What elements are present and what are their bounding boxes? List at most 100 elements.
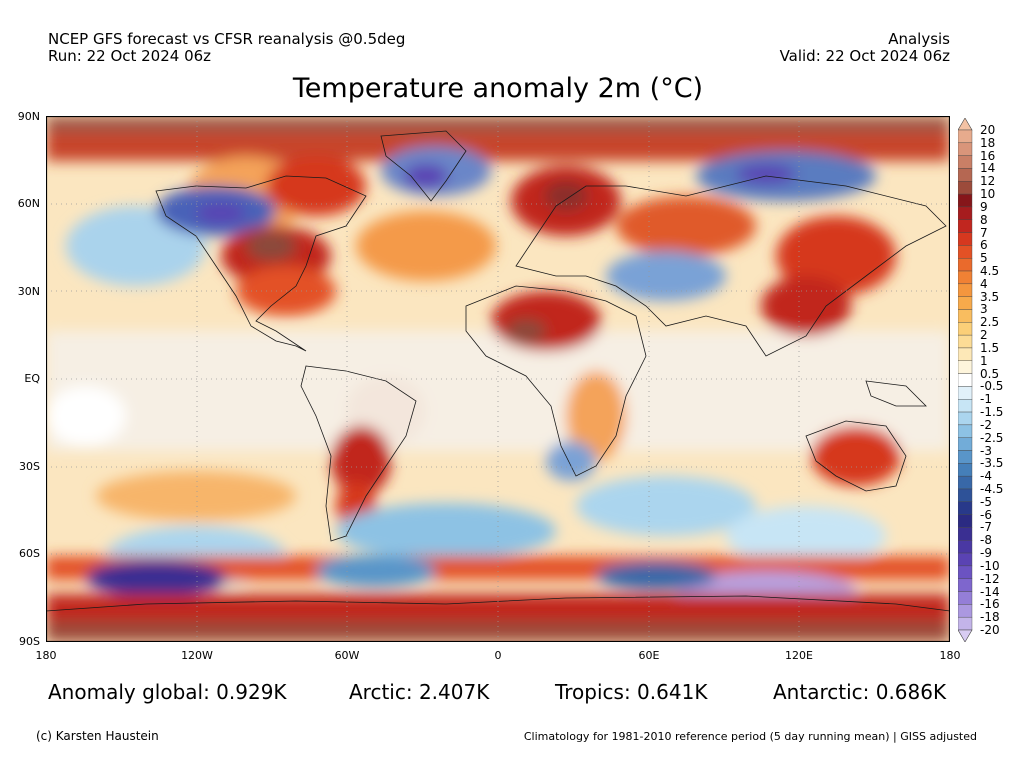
colorbar-cell <box>958 219 973 233</box>
colorbar-label: -9 <box>980 546 992 561</box>
colorbar-cell <box>958 488 973 502</box>
anomaly-map <box>46 116 950 642</box>
lat-label-30s: 30S <box>19 460 40 473</box>
colorbar-cell <box>958 424 973 438</box>
colorbar-cell <box>958 475 973 490</box>
colorbar-label: -1 <box>980 392 992 407</box>
colorbar-label: -4 <box>980 469 992 484</box>
lat-label-60s: 60S <box>19 547 40 560</box>
colorbar-label: -20 <box>980 623 1000 637</box>
colorbar-label: 4.5 <box>980 264 1000 279</box>
climatology-note: Climatology for 1981-2010 reference peri… <box>523 730 977 743</box>
colorbar-label: -7 <box>980 520 992 535</box>
colorbar-label: 7 <box>980 225 988 240</box>
lat-label-30n: 30N <box>17 285 40 298</box>
colorbar-cell <box>958 322 973 336</box>
colorbar-cell <box>958 386 973 400</box>
colorbar-min-arrow <box>958 629 973 642</box>
analysis-label: Analysis <box>888 30 950 48</box>
colorbar-cell <box>958 437 973 451</box>
colorbar-cell <box>958 193 973 208</box>
colorbar-label: -6 <box>980 507 992 522</box>
colorbar-label: 3.5 <box>980 289 1000 304</box>
colorbar <box>958 118 973 642</box>
colorbar-label: 4 <box>980 276 988 291</box>
colorbar-label: 20 <box>980 123 996 137</box>
arctic-anomaly: Arctic: 2.407K <box>349 680 490 704</box>
colorbar-cell <box>958 604 973 618</box>
lat-label-60n: 60N <box>17 197 40 210</box>
colorbar-cell <box>958 129 973 144</box>
colorbar-label: 8 <box>980 212 988 227</box>
colorbar-cell <box>958 540 973 554</box>
colorbar-label: -12 <box>980 571 1000 586</box>
colorbar-label: -5 <box>980 494 992 509</box>
colorbar-cell <box>958 399 973 413</box>
lon-label-180e: 180 <box>939 649 961 662</box>
colorbar-label: 6 <box>980 238 988 253</box>
colorbar-label: 1 <box>980 353 988 368</box>
colorbar-label: 10 <box>980 187 996 202</box>
lon-label-60e: 60E <box>638 649 660 662</box>
colorbar-cell <box>958 283 973 297</box>
colorbar-label: -8 <box>980 533 992 548</box>
colorbar-cell <box>958 565 973 579</box>
model-run-title: NCEP GFS forecast vs CFSR reanalysis @0.… <box>48 30 406 48</box>
lon-label-60w: 60W <box>334 649 360 662</box>
lon-label-0: 0 <box>494 649 502 662</box>
colorbar-cell <box>958 527 973 541</box>
colorbar-label: 14 <box>980 161 996 176</box>
map-canvas <box>46 116 950 642</box>
colorbar-label: 5 <box>980 251 988 266</box>
lat-label-eq: EQ <box>24 372 40 385</box>
colorbar-label: 16 <box>980 148 996 163</box>
copyright: (c) Karsten Haustein <box>36 729 159 743</box>
run-time: Run: 22 Oct 2024 06z <box>48 47 212 65</box>
colorbar-cell <box>958 514 973 528</box>
colorbar-label: -3.5 <box>980 456 1004 471</box>
colorbar-label: 2 <box>980 328 988 343</box>
colorbar-cell <box>958 181 973 195</box>
colorbar-cell <box>958 347 973 361</box>
colorbar-cell <box>958 450 973 464</box>
colorbar-label: -14 <box>980 584 1000 599</box>
colorbar-cell <box>958 296 973 310</box>
colorbar-label: -10 <box>980 558 1000 573</box>
colorbar-label: 18 <box>980 135 996 150</box>
colorbar-cell <box>958 501 973 515</box>
colorbar-label: 9 <box>980 199 988 214</box>
lon-label-120w: 120W <box>181 649 213 662</box>
colorbar-label: -18 <box>980 610 1000 625</box>
colorbar-cell <box>958 155 973 169</box>
graticule <box>46 116 950 642</box>
antarctic-anomaly: Antarctic: 0.686K <box>773 680 947 704</box>
global-anomaly: Anomaly global: 0.929K <box>48 680 287 704</box>
colorbar-cell <box>958 578 973 592</box>
colorbar-cell <box>958 206 973 220</box>
colorbar-label: -0.5 <box>980 379 1004 394</box>
colorbar-label: 0.5 <box>980 366 1000 381</box>
colorbar-cell <box>958 168 973 182</box>
colorbar-cell <box>958 373 973 387</box>
map-title: Temperature anomaly 2m (°C) <box>292 73 704 104</box>
colorbar-cell <box>958 245 973 259</box>
lon-label-120e: 120E <box>785 649 813 662</box>
valid-time: Valid: 22 Oct 2024 06z <box>779 47 950 65</box>
colorbar-cell <box>958 591 973 605</box>
map-frame <box>46 116 950 642</box>
colorbar-label: 3 <box>980 302 988 317</box>
coastlines <box>46 130 950 612</box>
colorbar-label: -1.5 <box>980 405 1004 420</box>
colorbar-cell <box>958 270 973 285</box>
colorbar-max-arrow <box>958 118 973 131</box>
colorbar-cell <box>958 463 973 477</box>
colorbar-label: 12 <box>980 174 996 189</box>
colorbar-cell <box>958 258 973 272</box>
colorbar-cell <box>958 334 973 349</box>
colorbar-cell <box>958 616 973 631</box>
colorbar-label: 2.5 <box>980 315 1000 330</box>
colorbar-label: -3 <box>980 443 992 458</box>
lat-label-90s: 90S <box>19 635 40 648</box>
colorbar-label: -4.5 <box>980 481 1004 496</box>
colorbar-label: -2.5 <box>980 430 1004 445</box>
